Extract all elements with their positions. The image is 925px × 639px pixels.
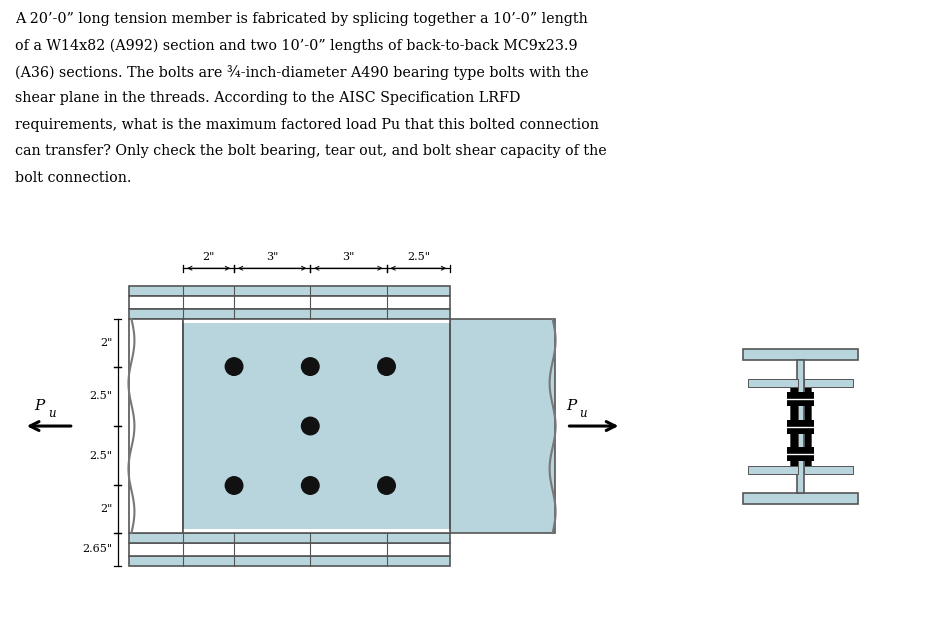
Bar [797,360,804,493]
Circle shape [226,358,242,375]
Text: bolt connection.: bolt connection. [15,171,131,185]
Circle shape [377,358,395,375]
Text: P: P [35,399,45,413]
Text: u: u [579,407,587,420]
Text: 2.5": 2.5" [407,252,430,262]
Text: of a W14x82 (A992) section and two 10’-0” lengths of back-to-back MC9x23.9: of a W14x82 (A992) section and two 10’-0… [15,39,577,53]
Bar [787,392,814,406]
Bar [130,296,450,309]
Text: can transfer? Only check the bolt bearing, tear out, and bolt shear capacity of : can transfer? Only check the bolt bearin… [15,144,607,158]
Circle shape [302,358,319,375]
Bar [804,379,811,474]
Text: 2.5": 2.5" [90,450,113,461]
Bar [804,379,853,387]
Bar [130,533,450,543]
Text: 2": 2" [100,504,113,514]
Bar [130,556,450,566]
Bar [787,447,814,461]
Text: 3": 3" [266,252,278,262]
Text: A 20’-0” long tension member is fabricated by splicing together a 10’-0” length: A 20’-0” long tension member is fabricat… [15,12,587,26]
Text: P: P [566,399,576,413]
Bar [744,493,857,504]
Bar [130,543,450,556]
Bar [744,350,857,360]
Circle shape [377,477,395,494]
Text: u: u [48,407,55,420]
Circle shape [226,477,242,494]
Text: shear plane in the threads. According to the AISC Specification LRFD: shear plane in the threads. According to… [15,91,521,105]
Circle shape [302,477,319,494]
Bar [450,319,555,533]
Bar [183,319,450,533]
Bar [130,319,183,533]
Bar [183,319,450,323]
Bar [183,528,450,533]
Bar [804,466,853,474]
Bar [790,379,797,474]
Text: requirements, what is the maximum factored load Pu that this bolted connection: requirements, what is the maximum factor… [15,118,598,132]
Bar [787,420,814,433]
Text: 2": 2" [203,252,215,262]
Bar [183,319,450,533]
Text: (A36) sections. The bolts are ¾-inch-diameter A490 bearing type bolts with the: (A36) sections. The bolts are ¾-inch-dia… [15,65,588,80]
Text: 2": 2" [100,338,113,348]
Circle shape [302,417,319,435]
Text: 2.5": 2.5" [90,391,113,401]
Bar [748,466,797,474]
Bar [130,286,450,296]
Text: 2.65": 2.65" [82,544,113,555]
Bar [130,309,450,319]
Bar [748,379,797,387]
Text: 3": 3" [342,252,354,262]
